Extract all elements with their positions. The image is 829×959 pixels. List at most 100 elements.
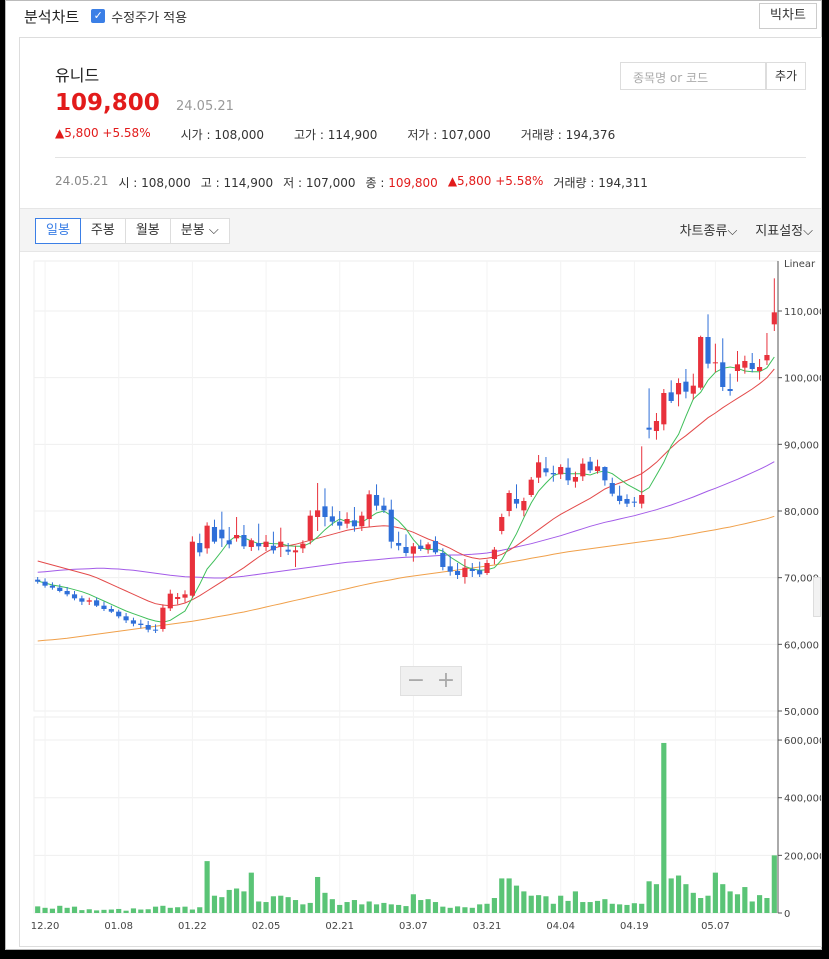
big-chart-button[interactable]: 빅차트: [759, 3, 817, 29]
tab-monthly[interactable]: 월봉: [124, 218, 171, 244]
candle-body: [351, 520, 358, 527]
volume-bar: [219, 897, 225, 913]
summary-low-label: 저: [283, 176, 295, 190]
volume-bar: [727, 891, 733, 913]
price-tick-label: 60,000: [784, 640, 819, 651]
candle-body: [285, 549, 291, 552]
candle-body: [248, 540, 254, 547]
volume-bar: [491, 898, 497, 913]
add-stock-button[interactable]: 추가: [766, 62, 806, 90]
price-tick-label: 50,000: [784, 707, 819, 718]
candle-body: [631, 501, 637, 503]
volume-bar: [49, 908, 55, 913]
candle-body: [528, 479, 534, 495]
candle-body: [123, 616, 129, 621]
candle-body: [683, 381, 689, 392]
volume-bar: [57, 905, 63, 913]
chart-type-dropdown[interactable]: 차트종류⌵: [680, 220, 738, 239]
volume-bar: [116, 908, 122, 913]
candle-body: [344, 519, 350, 524]
candle-body: [307, 515, 313, 541]
volume-bar: [742, 887, 748, 913]
candle-body: [447, 566, 453, 572]
candle-body: [690, 385, 696, 394]
candle-body: [241, 535, 247, 547]
volume-bar: [513, 885, 520, 913]
candle-body: [270, 545, 276, 551]
open-info: 시가 : 108,000: [180, 128, 264, 142]
candle-body: [587, 461, 593, 471]
candle-body: [388, 509, 394, 542]
candle-body: [720, 362, 726, 387]
candle-body: [771, 312, 777, 325]
candle-body: [513, 499, 520, 504]
summary-change-pct: +5.58%: [495, 174, 544, 188]
chart-toolbar: 일봉 주봉 월봉 분봉 ⌵ 차트종류⌵ 지표설정⌵: [20, 208, 821, 252]
price-chart[interactable]: 110,000 100,000 90,000 80,000 70,000 60,000 50…: [20, 253, 821, 943]
candle-body: [35, 579, 41, 582]
volume-bar: [624, 904, 630, 913]
volume-bar: [211, 895, 218, 913]
candle-body: [322, 506, 328, 517]
zoom-out-button[interactable]: −: [406, 668, 426, 693]
volume-bar: [256, 901, 262, 913]
candle-body: [64, 591, 70, 595]
volume-bar: [35, 906, 41, 913]
candle-body: [167, 593, 173, 609]
up-arrow-icon: ▲: [55, 126, 65, 140]
chart-type-label: 차트종류: [679, 224, 728, 239]
volume-bar: [653, 884, 660, 913]
volume-bar: [580, 902, 586, 913]
change-value: 5,800: [64, 126, 99, 140]
low-info: 저가 : 107,000: [407, 128, 491, 142]
volume-bar: [757, 895, 763, 913]
side-scroll-handle[interactable]: [813, 577, 821, 617]
tab-daily[interactable]: 일봉: [35, 218, 81, 244]
volume-bar: [86, 909, 92, 913]
candle-body: [263, 541, 269, 547]
volume-bar: [698, 898, 704, 913]
volume-bar: [646, 881, 652, 913]
stock-search-input[interactable]: 종목명 or 코드: [620, 62, 766, 90]
candle-body: [757, 367, 763, 371]
period-tabs: 일봉 주봉 월봉 분봉 ⌵: [35, 218, 230, 244]
volume-bar: [167, 907, 173, 913]
volume-tick-label: 400,000: [784, 794, 821, 805]
candle-body: [646, 427, 652, 430]
candle-body: [469, 569, 475, 571]
volume-bar: [609, 903, 615, 913]
summary-open-label: 시: [118, 176, 130, 190]
adjusted-price-checkbox[interactable]: ✓ 수정주가 적용: [91, 7, 187, 26]
volume-bar: [668, 878, 674, 913]
tab-weekly[interactable]: 주봉: [79, 218, 126, 244]
candle-body: [71, 594, 78, 599]
summary-high-label: 고: [200, 176, 212, 190]
indicator-settings-dropdown[interactable]: 지표설정⌵: [755, 220, 813, 239]
volume-bar: [602, 899, 608, 913]
chevron-down-icon: ⌵: [204, 223, 219, 238]
zoom-in-button[interactable]: +: [436, 668, 456, 693]
summary-date: 24.05.21: [55, 174, 109, 188]
summary-low-value: 107,000: [305, 176, 356, 190]
candle-body: [373, 495, 380, 506]
volume-bar: [329, 899, 335, 913]
date-label: 02.05: [252, 921, 281, 932]
up-arrow-icon: ▲: [447, 174, 458, 188]
volume-bar: [388, 904, 394, 913]
volume-bar: [565, 900, 571, 913]
candle-body: [233, 535, 240, 539]
summary-high-value: 114,900: [223, 176, 274, 190]
volume-label: 거래량: [520, 128, 554, 142]
volume-bar: [197, 907, 203, 913]
volume-bar: [454, 906, 461, 913]
volume-bars: [35, 742, 777, 913]
candle-body: [116, 611, 122, 617]
tab-minute-label: 분봉: [180, 223, 205, 238]
tab-minute[interactable]: 분봉 ⌵: [169, 218, 230, 244]
candle-body: [734, 364, 741, 371]
volume-bar: [79, 910, 85, 913]
volume-bar: [418, 900, 424, 913]
volume-tick-label: 600,000: [784, 736, 821, 747]
chevron-down-icon: ⌵: [803, 224, 813, 239]
candle-body: [211, 527, 218, 542]
